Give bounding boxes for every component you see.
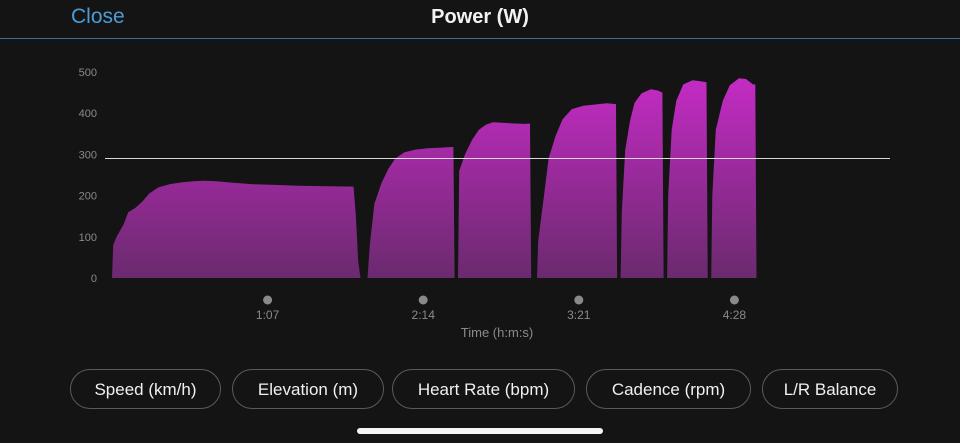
cadence-button[interactable]: Cadence (rpm) (586, 369, 751, 409)
page-title: Power (W) (431, 6, 529, 28)
y-tick-label: 300 (79, 149, 97, 161)
x-tick-label: 1:07 (256, 308, 280, 322)
heart-rate-button[interactable]: Heart Rate (bpm) (392, 369, 575, 409)
x-axis-ticks: 1:07 2:14 3:21 4:28 (256, 295, 747, 322)
x-tick-dot[interactable] (729, 295, 739, 305)
lr-balance-button[interactable]: L/R Balance (762, 369, 898, 409)
x-axis-title: Time (h:m:s) (461, 325, 533, 340)
power-series (112, 78, 757, 278)
y-axis-ticks: 0 100 200 300 400 500 (79, 67, 97, 285)
close-button[interactable]: Close (71, 5, 125, 28)
speed-button[interactable]: Speed (km/h) (70, 369, 221, 409)
x-tick-label: 3:21 (567, 308, 591, 322)
x-tick-dot[interactable] (263, 295, 273, 305)
y-tick-label: 200 (79, 191, 97, 203)
power-area (112, 78, 757, 278)
power-chart-svg: 0 100 200 300 400 500 1:07 2:14 3:21 4:28 Time (… (79, 67, 890, 340)
home-indicator (357, 428, 603, 434)
y-tick-label: 400 (79, 108, 97, 120)
x-tick-label: 2:14 (412, 308, 436, 322)
y-tick-label: 0 (91, 273, 97, 285)
metric-selector: Speed (km/h) Elevation (m) Heart Rate (b… (0, 369, 960, 411)
header: Close Power (W) (0, 0, 960, 39)
elevation-button[interactable]: Elevation (m) (232, 369, 384, 409)
y-tick-label: 100 (79, 232, 97, 244)
y-tick-label: 500 (79, 67, 97, 79)
x-tick-label: 4:28 (723, 308, 747, 322)
power-chart: 0 100 200 300 400 500 1:07 2:14 3:21 4:28 Time (… (0, 40, 960, 350)
x-tick-dot[interactable] (574, 295, 584, 305)
x-tick-dot[interactable] (418, 295, 428, 305)
